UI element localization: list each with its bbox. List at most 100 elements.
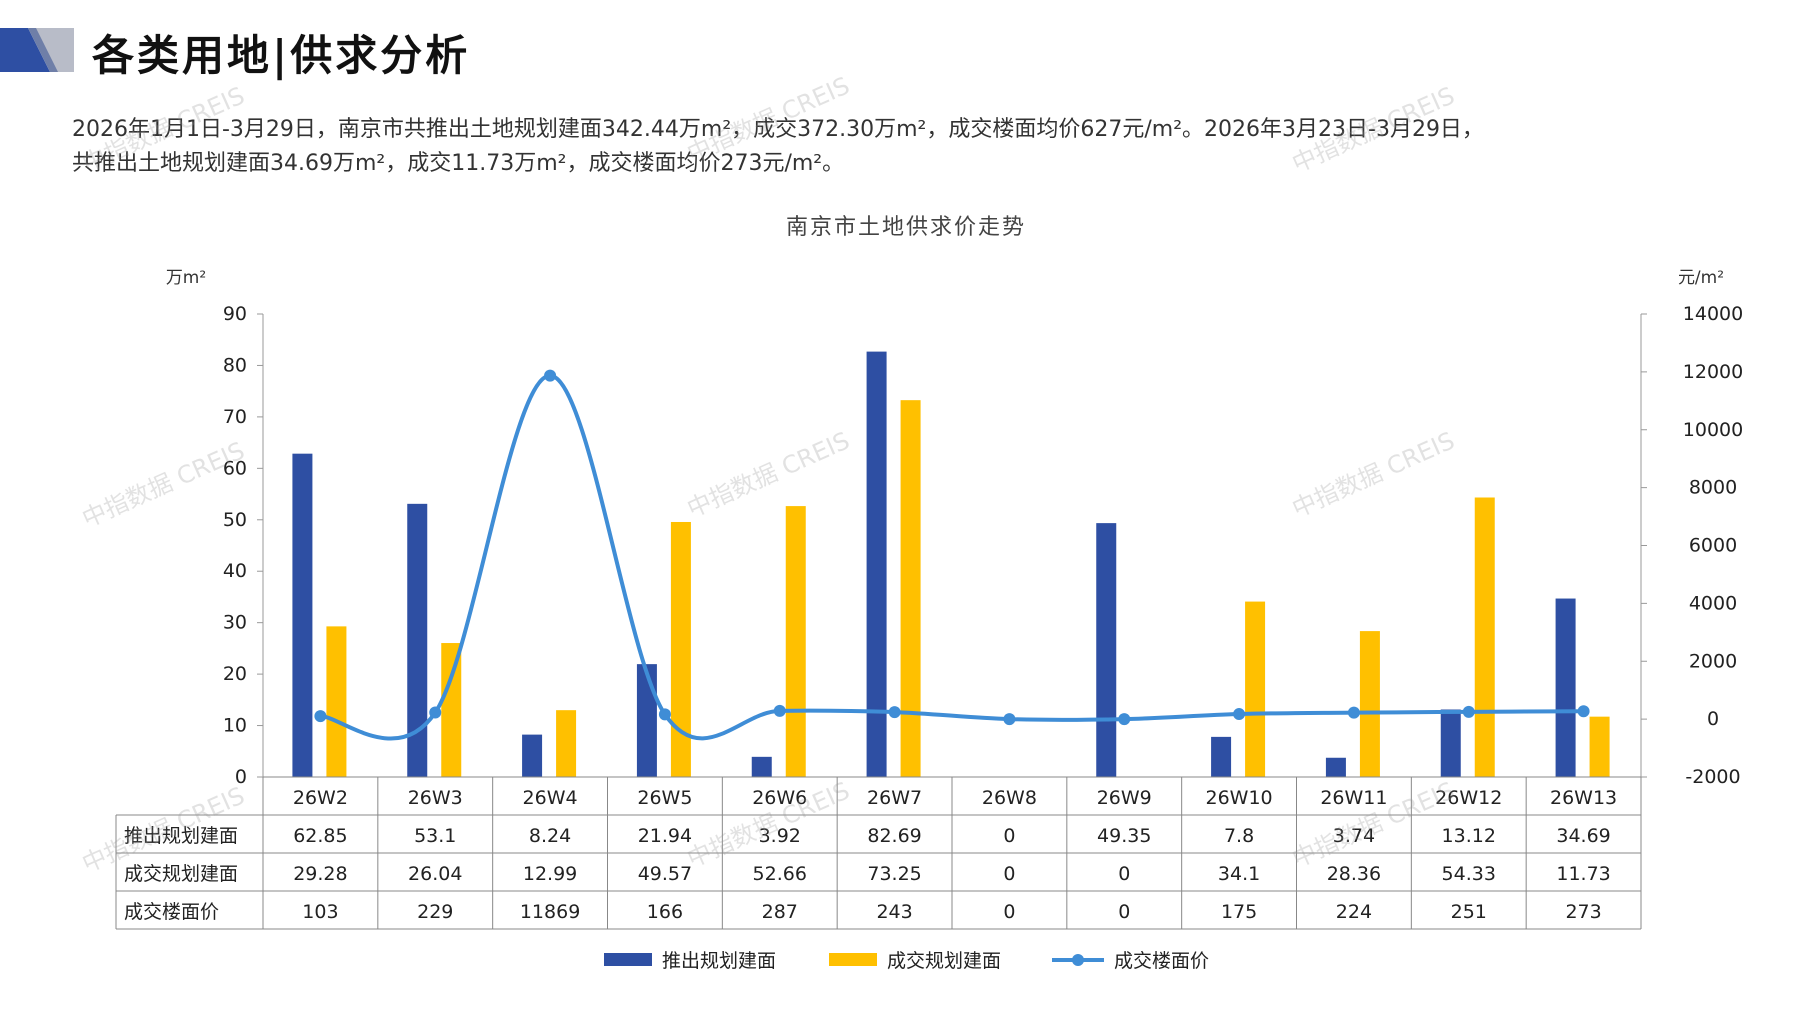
table-category-label: 26W5: [637, 787, 692, 809]
price-line: [320, 373, 1584, 741]
bar-supply-26W11: [1325, 757, 1346, 777]
table-cell-value: 8.24: [529, 825, 571, 847]
bar-deal-26W11: [1359, 631, 1380, 777]
table-category-label: 26W12: [1435, 787, 1502, 809]
table-cell-value: 7.8: [1224, 825, 1254, 847]
legend-label: 推出规划建面: [662, 950, 776, 972]
summary-line-1: 2026年1月1日-3月29日，南京市共推出土地规划建面342.44万m²，成交…: [72, 117, 1484, 142]
table-cell-value: 251: [1451, 901, 1487, 923]
bar-supply-26W12: [1440, 709, 1461, 777]
price-point-26W12: [1462, 705, 1475, 718]
table-row-label: 成交楼面价: [124, 901, 219, 923]
bar-supply-26W5: [636, 664, 657, 777]
price-point-26W11: [1347, 706, 1360, 719]
table-cell-value: 3.74: [1333, 825, 1375, 847]
bar-deal-26W2: [326, 626, 347, 777]
right-axis-tick-label: 2000: [1689, 650, 1737, 672]
bar-deal-26W10: [1245, 601, 1266, 777]
table-category-label: 26W13: [1550, 787, 1617, 809]
table-cell-value: 28.36: [1327, 863, 1381, 885]
price-point-26W13: [1577, 705, 1590, 718]
table-category-label: 26W6: [752, 787, 807, 809]
price-point-26W10: [1233, 708, 1246, 721]
table-cell-value: 34.1: [1218, 863, 1260, 885]
right-axis-tick-label: 12000: [1683, 361, 1743, 383]
legend-swatch: [604, 953, 652, 966]
left-axis-tick-label: 30: [223, 612, 247, 634]
left-axis-tick-label: 20: [223, 663, 247, 685]
table-cell-value: 13.12: [1442, 825, 1496, 847]
table-cell-value: 0: [1003, 825, 1015, 847]
price-point-26W4: [544, 369, 557, 382]
legend-label: 成交规划建面: [887, 950, 1001, 972]
bar-supply-26W10: [1211, 736, 1232, 777]
table-cell-value: 73.25: [867, 863, 921, 885]
bar-deal-26W5: [670, 521, 691, 777]
table-cell-value: 0: [1118, 901, 1130, 923]
left-axis-tick-label: 70: [223, 406, 247, 428]
left-axis-tick-label: 40: [223, 560, 247, 582]
table-row-label: 成交规划建面: [124, 863, 238, 885]
table-cell-value: 11.73: [1556, 863, 1610, 885]
left-axis-unit: 万m²: [166, 268, 206, 288]
table-category-label: 26W3: [408, 787, 463, 809]
header-logo-mark: [0, 28, 74, 72]
left-axis-tick-label: 60: [223, 457, 247, 479]
table-category-label: 26W11: [1320, 787, 1387, 809]
table-cell-value: 287: [762, 901, 798, 923]
table-cell-value: 224: [1336, 901, 1372, 923]
table-cell-value: 34.69: [1556, 825, 1610, 847]
right-axis-tick-label: 4000: [1689, 592, 1737, 614]
table-category-label: 26W9: [1097, 787, 1152, 809]
bar-supply-26W9: [1096, 523, 1117, 777]
right-axis-tick-label: -2000: [1685, 766, 1740, 788]
table-cell-value: 49.57: [638, 863, 692, 885]
table-cell-value: 175: [1221, 901, 1257, 923]
bar-supply-26W13: [1555, 598, 1576, 777]
legend-marker: [1072, 954, 1084, 966]
bar-deal-26W3: [441, 643, 462, 777]
left-axis-tick-label: 90: [223, 303, 247, 325]
left-axis-tick-label: 0: [235, 766, 247, 788]
left-axis-tick-label: 80: [223, 354, 247, 376]
right-axis-tick-label: 14000: [1683, 303, 1743, 325]
table-cell-value: 103: [302, 901, 338, 923]
bar-deal-26W12: [1474, 497, 1495, 777]
table-category-label: 26W7: [867, 787, 922, 809]
right-axis-tick-label: 6000: [1689, 535, 1737, 557]
price-point-26W6: [773, 704, 786, 717]
price-point-26W9: [1118, 713, 1131, 726]
table-cell-value: 54.33: [1442, 863, 1496, 885]
table-cell-value: 49.35: [1097, 825, 1151, 847]
legend-label: 成交楼面价: [1114, 950, 1209, 972]
price-point-26W3: [429, 706, 442, 719]
bar-supply-26W3: [407, 503, 428, 777]
bar-deal-26W13: [1589, 716, 1610, 777]
price-point-26W7: [888, 706, 901, 719]
table-cell-value: 82.69: [867, 825, 921, 847]
legend-swatch: [829, 953, 877, 966]
table-cell-value: 0: [1118, 863, 1130, 885]
table-cell-value: 26.04: [408, 863, 462, 885]
table-cell-value: 0: [1003, 863, 1015, 885]
bar-deal-26W4: [556, 710, 577, 777]
table-cell-value: 21.94: [638, 825, 692, 847]
table-cell-value: 243: [876, 901, 912, 923]
table-cell-value: 11869: [520, 901, 580, 923]
bar-deal-26W7: [900, 400, 921, 777]
price-point-26W5: [658, 708, 671, 721]
table-row-label: 推出规划建面: [124, 825, 238, 847]
bar-supply-26W2: [292, 453, 313, 777]
chart-title: 南京市土地供求价走势: [786, 215, 1026, 240]
table-cell-value: 229: [417, 901, 453, 923]
right-axis-tick-label: 0: [1707, 708, 1719, 730]
price-point-26W8: [1003, 713, 1016, 726]
table-cell-value: 273: [1565, 901, 1601, 923]
table-cell-value: 29.28: [293, 863, 347, 885]
left-axis-tick-label: 50: [223, 509, 247, 531]
table-cell-value: 62.85: [293, 825, 347, 847]
table-cell-value: 53.1: [414, 825, 456, 847]
summary-line-2: 共推出土地规划建面34.69万m²，成交11.73万m²，成交楼面均价273元/…: [72, 151, 845, 176]
table-category-label: 26W2: [293, 787, 348, 809]
